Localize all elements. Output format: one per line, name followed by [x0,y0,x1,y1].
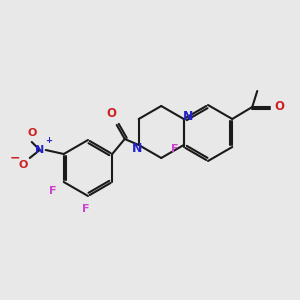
Text: F: F [171,144,179,154]
Text: O: O [27,128,36,138]
Text: −: − [9,152,20,164]
Text: F: F [49,186,57,196]
Text: +: + [45,136,52,145]
Text: N: N [131,142,142,154]
Text: O: O [107,107,117,120]
Text: O: O [274,100,284,113]
Text: N: N [183,110,193,124]
Text: O: O [18,160,28,170]
Text: F: F [82,204,90,214]
Text: N: N [35,145,44,155]
